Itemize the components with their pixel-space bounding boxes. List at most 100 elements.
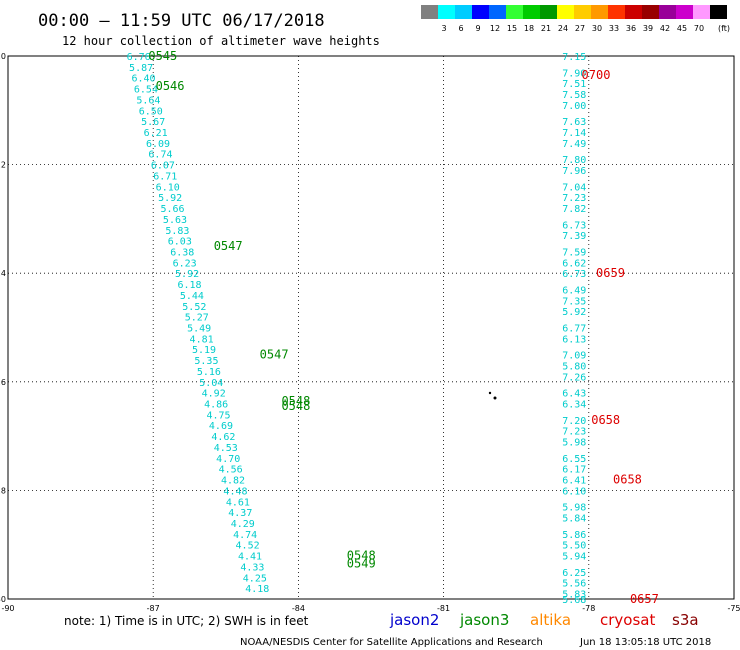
wave-height-point: 5.98 <box>562 503 586 514</box>
wave-height-point: 7.23 <box>562 427 586 438</box>
colorbar-swatch <box>591 5 608 19</box>
wave-height-point: 4.29 <box>231 519 255 530</box>
colorbar-label: 36 <box>626 24 636 33</box>
wave-height-point: 5.67 <box>141 117 165 128</box>
wave-height-point: 4.61 <box>226 497 250 508</box>
x-tick-label: -90 <box>1 604 14 613</box>
colorbar-swatch <box>557 5 574 19</box>
wave-height-point: 5.83 <box>165 226 189 237</box>
wave-height-point: 4.52 <box>236 541 260 552</box>
x-tick-label: -84 <box>292 604 305 613</box>
wave-height-point: 6.10 <box>156 182 180 193</box>
y-tick-label: -20 <box>0 52 6 61</box>
wave-height-point: 6.55 <box>562 454 586 465</box>
wave-height-point: 7.63 <box>562 117 586 128</box>
colorbar-swatch <box>472 5 489 19</box>
wave-height-point: 6.62 <box>562 258 586 269</box>
y-tick-label: -24 <box>0 269 6 278</box>
wave-height-point: 5.83 <box>562 590 586 601</box>
chart-subtitle: 12 hour collection of altimeter wave hei… <box>62 34 380 48</box>
colorbar-label: 15 <box>507 24 517 33</box>
colorbar-swatch <box>710 5 727 19</box>
wave-height-point: 6.71 <box>153 171 177 182</box>
wave-height-point: 5.68 <box>562 595 586 606</box>
wave-height-point: 6.41 <box>562 476 586 487</box>
wave-height-point: 5.44 <box>180 291 204 302</box>
y-tick-label: -22 <box>0 161 6 170</box>
wave-height-point: 6.73 <box>562 220 586 231</box>
wave-height-point: 5.92 <box>158 193 182 204</box>
wave-height-point: 5.49 <box>187 324 211 335</box>
colorbar-label: 18 <box>524 24 534 33</box>
footer-credit: NOAA/NESDIS Center for Satellite Applica… <box>240 637 543 648</box>
wave-height-point: 5.35 <box>194 356 218 367</box>
wave-height-point: 4.69 <box>209 421 233 432</box>
wave-height-point: 5.16 <box>197 367 221 378</box>
grid-lines <box>8 56 734 599</box>
wave-height-point: 6.73 <box>562 269 586 280</box>
colorbar-label: 24 <box>558 24 568 33</box>
time-label: 0548 <box>281 394 310 408</box>
satellite-legend-altika: altika <box>530 611 571 629</box>
colorbar-label: 9 <box>475 24 480 33</box>
colorbar-label: 21 <box>541 24 551 33</box>
wave-height-point: 5.56 <box>562 579 586 590</box>
wave-height-point: 7.96 <box>562 166 586 177</box>
colorbar-swatch <box>574 5 591 19</box>
wave-height-point: 6.38 <box>170 247 194 258</box>
wave-height-point: 5.92 <box>175 269 199 280</box>
wave-height-point: 5.98 <box>562 438 586 449</box>
island-mark <box>488 391 492 395</box>
time-label: 0657 <box>630 592 659 606</box>
wave-height-point: 7.80 <box>562 155 586 166</box>
y-tick-label: -28 <box>0 486 6 495</box>
colorbar-swatch <box>659 5 676 19</box>
colorbar-legend: 3 6 9 12 15 18 21 24 27 30 33 36 39 42 45 70 (ft) <box>421 5 730 33</box>
wave-height-point: 6.34 <box>562 400 586 411</box>
colorbar-label: 33 <box>609 24 619 33</box>
wave-height-point: 4.37 <box>228 508 252 519</box>
wave-height-point: 7.15 <box>562 52 586 63</box>
wave-height-point: 6.49 <box>562 285 586 296</box>
wave-height-point: 4.48 <box>223 486 247 497</box>
wave-height-point: 5.80 <box>562 362 586 373</box>
wave-height-point: 7.35 <box>562 296 586 307</box>
time-label: 0545 <box>148 49 177 63</box>
wave-height-point: 4.86 <box>204 400 228 411</box>
satellite-legend-cryosat: cryosat <box>600 611 655 629</box>
wave-height-point: 7.51 <box>562 79 586 90</box>
wave-height-point: 7.90 <box>562 68 586 79</box>
colorbar-swatch <box>438 5 455 19</box>
wave-height-point: 5.04 <box>199 378 223 389</box>
wave-height-point: 5.94 <box>562 552 586 563</box>
wave-height-point: 5.84 <box>562 514 586 525</box>
colorbar-swatch <box>489 5 506 19</box>
wave-height-point: 5.87 <box>129 63 153 74</box>
wave-height-point: 7.49 <box>562 139 586 150</box>
wave-height-point: 4.53 <box>214 443 238 454</box>
wave-height-point: 4.75 <box>206 410 230 421</box>
wave-height-point: 5.63 <box>163 215 187 226</box>
wave-height-point: 6.76 <box>127 52 151 63</box>
wave-height-point: 5.92 <box>562 307 586 318</box>
time-label: 0659 <box>596 266 625 280</box>
time-label: 0548 <box>347 549 376 563</box>
wave-height-point: 7.23 <box>562 193 586 204</box>
wave-height-point: 4.25 <box>243 573 267 584</box>
wave-height-point: 5.27 <box>185 313 209 324</box>
colorbar-label: 45 <box>677 24 687 33</box>
wave-height-point: 4.82 <box>221 476 245 487</box>
wave-height-point: 6.54 <box>134 85 158 96</box>
wave-height-point: 6.25 <box>562 568 586 579</box>
wave-height-point: 7.00 <box>562 101 586 112</box>
wave-height-point: 7.82 <box>562 204 586 215</box>
colorbar-label: 6 <box>458 24 463 33</box>
wave-height-point: 7.58 <box>562 90 586 101</box>
satellite-legend-s3a: s3a <box>672 611 699 629</box>
wave-height-point: 6.50 <box>139 106 163 117</box>
colorbar-unit: (ft) <box>718 24 730 33</box>
wave-height-point: 5.64 <box>136 95 160 106</box>
wave-height-point: 7.14 <box>562 128 586 139</box>
wave-height-point: 4.74 <box>233 530 257 541</box>
